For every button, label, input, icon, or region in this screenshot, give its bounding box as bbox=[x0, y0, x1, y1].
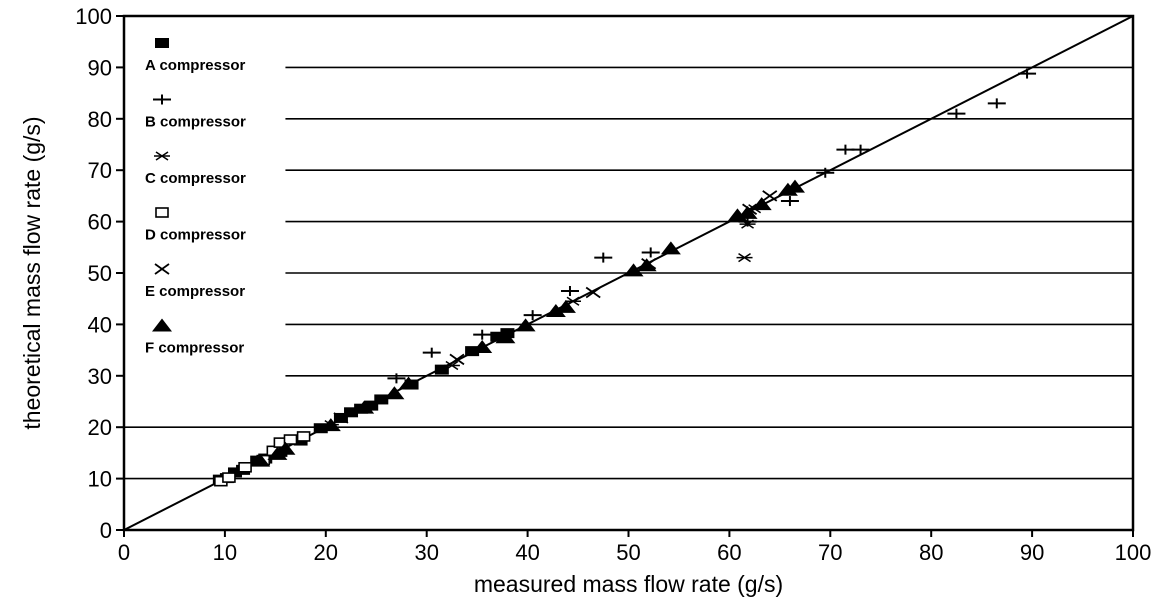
point-plus-series-2 bbox=[780, 196, 799, 207]
point-plus-series-2 bbox=[387, 373, 406, 384]
point-filled-triangle-series-6 bbox=[398, 376, 419, 390]
point-plus-series-2 bbox=[641, 247, 660, 258]
point-filled-rect-series-1 bbox=[313, 423, 328, 434]
x-tick-label: 80 bbox=[919, 540, 943, 565]
x-axis-label: measured mass flow rate (g/s) bbox=[474, 571, 783, 597]
y-tick-label: 20 bbox=[88, 415, 112, 440]
x-tick-label: 10 bbox=[213, 540, 237, 565]
point-filled-triangle-series-6 bbox=[275, 441, 296, 455]
point-filled-rect-series-1 bbox=[344, 407, 359, 418]
legend-marker-asterisk bbox=[154, 151, 170, 161]
point-x-series-5 bbox=[585, 286, 601, 299]
legend-label: F compressor bbox=[145, 340, 244, 357]
point-plus-series-2 bbox=[473, 329, 492, 340]
legend-label: A compressor bbox=[145, 57, 245, 74]
legend-label: D compressor bbox=[145, 227, 246, 244]
legend-label: C compressor bbox=[145, 170, 246, 187]
x-tick-label: 30 bbox=[414, 540, 438, 565]
point-filled-rect-series-1 bbox=[364, 400, 379, 411]
point-plus-series-2 bbox=[560, 285, 579, 296]
y-tick-label: 30 bbox=[88, 364, 112, 389]
point-filled-triangle-series-6 bbox=[472, 340, 493, 354]
y-tick-label: 60 bbox=[88, 210, 112, 235]
point-filled-triangle-series-6 bbox=[751, 197, 772, 211]
point-filled-triangle-series-6 bbox=[384, 386, 405, 400]
point-x-series-5 bbox=[762, 190, 778, 202]
x-tick-label: 50 bbox=[616, 540, 640, 565]
point-filled-triangle-series-6 bbox=[250, 453, 271, 467]
point-plus-series-2 bbox=[987, 98, 1006, 109]
legend: A compressor B compressor C compressor D co… bbox=[145, 38, 246, 357]
legend-label: E compressor bbox=[145, 283, 245, 300]
point-filled-triangle-series-6 bbox=[354, 400, 375, 414]
point-filled-triangle-series-6 bbox=[784, 179, 805, 193]
legend-marker-open-rect bbox=[155, 207, 169, 218]
point-open-rect-series-4 bbox=[296, 431, 311, 442]
point-filled-triangle-series-6 bbox=[555, 299, 576, 313]
legend-label: B compressor bbox=[145, 114, 246, 131]
point-filled-triangle-series-6 bbox=[495, 330, 516, 344]
y-tick-label: 90 bbox=[88, 55, 112, 80]
point-filled-rect-series-1 bbox=[374, 394, 389, 405]
axis-ticks: 0 10 20 30 40 50 60 70 80 90 100 0 10 20 30 40 50 60 70 80 9… bbox=[75, 4, 1151, 565]
point-open-rect-series-4 bbox=[283, 434, 298, 445]
point-x-series-5 bbox=[449, 353, 465, 366]
point-plus-series-2 bbox=[594, 252, 613, 263]
point-plus-series-2 bbox=[816, 167, 835, 178]
x-tick-label: 70 bbox=[818, 540, 842, 565]
x-tick-label: 90 bbox=[1020, 540, 1044, 565]
point-plus-series-2 bbox=[422, 347, 441, 358]
point-plus-series-2 bbox=[1018, 68, 1037, 79]
point-filled-triangle-series-6 bbox=[660, 241, 681, 255]
data-points bbox=[212, 68, 1037, 487]
x-tick-label: 60 bbox=[717, 540, 741, 565]
legend-marker-plus bbox=[153, 94, 171, 105]
y-tick-label: 40 bbox=[88, 312, 112, 337]
y-tick-label: 70 bbox=[88, 158, 112, 183]
point-plus-series-2 bbox=[836, 144, 855, 155]
y-axis-label: theoretical mass flow rate (g/s) bbox=[19, 116, 45, 429]
point-filled-rect-series-1 bbox=[490, 331, 505, 342]
point-asterisk-series-3 bbox=[736, 252, 753, 263]
point-open-rect-series-4 bbox=[238, 461, 252, 473]
point-x-series-5 bbox=[333, 412, 349, 424]
legend-marker-filled-triangle bbox=[152, 318, 172, 332]
point-filled-triangle-series-6 bbox=[515, 318, 536, 332]
point-plus-series-2 bbox=[523, 310, 542, 321]
x-tick-label: 20 bbox=[314, 540, 338, 565]
point-filled-rect-series-1 bbox=[434, 364, 449, 375]
point-asterisk-series-3 bbox=[443, 360, 460, 371]
x-tick-label: 100 bbox=[1115, 540, 1152, 565]
y-tick-label: 100 bbox=[75, 4, 112, 29]
x-tick-label: 0 bbox=[118, 540, 130, 565]
legend-marker-filled-rect bbox=[155, 38, 169, 48]
point-filled-triangle-series-6 bbox=[737, 205, 758, 219]
point-plus-series-2 bbox=[851, 144, 870, 155]
point-filled-triangle-series-6 bbox=[636, 258, 657, 272]
y-tick-label: 50 bbox=[88, 261, 112, 286]
point-asterisk-series-3 bbox=[739, 219, 756, 229]
x-tick-label: 40 bbox=[515, 540, 539, 565]
point-filled-triangle-series-6 bbox=[623, 263, 644, 277]
y-tick-label: 10 bbox=[88, 467, 112, 492]
point-filled-rect-series-1 bbox=[465, 346, 480, 357]
y-tick-label: 0 bbox=[100, 518, 112, 543]
point-filled-triangle-series-6 bbox=[320, 418, 341, 432]
point-plus-series-2 bbox=[947, 108, 966, 119]
legend-marker-x bbox=[154, 263, 170, 275]
point-open-rect-series-4 bbox=[222, 472, 236, 483]
point-filled-triangle-series-6 bbox=[545, 304, 566, 318]
y-tick-label: 80 bbox=[88, 107, 112, 132]
